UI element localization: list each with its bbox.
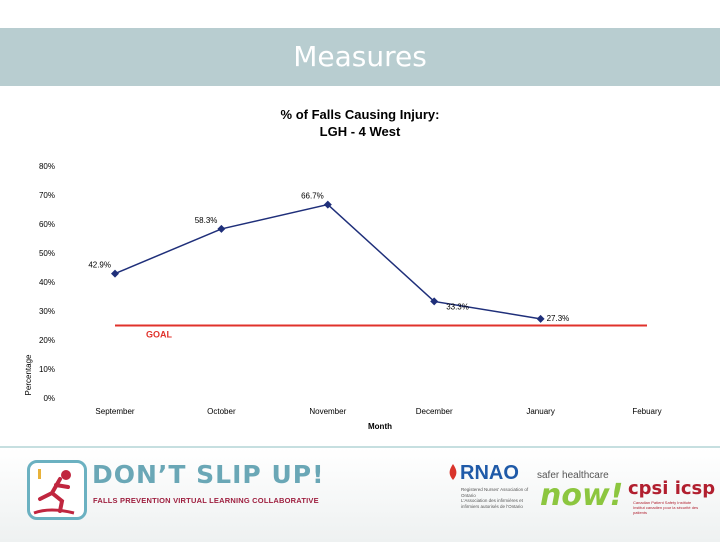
- data-point: [430, 297, 439, 306]
- cpsi-line-french: Institut canadien pour la sécurité des p…: [633, 505, 699, 515]
- cpsi-line-english: Canadian Patient Safety Institute: [633, 500, 692, 505]
- now-logo-text: now!: [540, 478, 624, 513]
- data-point: [323, 200, 332, 209]
- brand-title: DON’T SLIP UP!: [92, 460, 325, 489]
- cpsi-logo-text: cpsi icsp: [628, 478, 716, 499]
- y-axis-label: Percentage: [24, 354, 33, 395]
- y-tick-label: 40%: [39, 278, 55, 287]
- y-tick-label: 10%: [39, 365, 55, 374]
- y-tick-label: 20%: [39, 336, 55, 345]
- rnao-flame-icon: [449, 464, 457, 480]
- x-axis-label: Month: [368, 422, 392, 431]
- header-band: Measures: [0, 28, 720, 86]
- chart-title-line2: LGH - 4 West: [320, 124, 401, 139]
- safer-healthcare-text: safer healthcare: [537, 470, 609, 481]
- data-label: 66.7%: [301, 192, 324, 201]
- x-tick-label: November: [309, 407, 346, 416]
- x-tick-label: September: [95, 407, 134, 416]
- y-tick-label: 0%: [43, 394, 55, 403]
- data-point: [111, 269, 119, 278]
- falling-person-icon: [33, 469, 75, 515]
- x-tick-label: October: [207, 407, 236, 416]
- data-label: 33.3%: [446, 302, 469, 311]
- y-tick-label: 60%: [39, 220, 55, 229]
- brand-subtitle: FALLS PREVENTION VIRTUAL LEARNING COLLAB…: [93, 496, 319, 505]
- rnao-logo-text: RNAO: [460, 462, 519, 484]
- falls-logo: [27, 460, 87, 520]
- data-point: [536, 314, 545, 323]
- data-label: 27.3%: [547, 314, 570, 323]
- y-tick-label: 30%: [39, 307, 55, 316]
- rnao-description: Registered Nurses' Association of Ontari…: [461, 487, 531, 509]
- x-tick-label: Febuary: [632, 407, 661, 416]
- chart-title-line1: % of Falls Causing Injury:: [281, 107, 440, 122]
- footer-band: [0, 446, 720, 542]
- rnao-line-french: L'Association des infirmières et infirmi…: [461, 498, 523, 509]
- data-point: [217, 224, 226, 233]
- page-title: Measures: [293, 40, 427, 73]
- goal-label: GOAL: [146, 330, 173, 340]
- data-label: 42.9%: [88, 261, 111, 270]
- y-tick-label: 80%: [39, 162, 55, 171]
- cpsi-description: Canadian Patient Safety Institute Instit…: [633, 500, 703, 515]
- y-tick-label: 70%: [39, 191, 55, 200]
- x-tick-label: January: [526, 407, 554, 416]
- rnao-line-english: Registered Nurses' Association of Ontari…: [461, 487, 529, 498]
- y-tick-label: 50%: [39, 249, 55, 258]
- series-line: [114, 203, 541, 320]
- data-label: 58.3%: [195, 216, 218, 225]
- x-tick-label: December: [416, 407, 453, 416]
- falls-injury-chart: % of Falls Causing Injury: LGH - 4 West …: [24, 107, 662, 431]
